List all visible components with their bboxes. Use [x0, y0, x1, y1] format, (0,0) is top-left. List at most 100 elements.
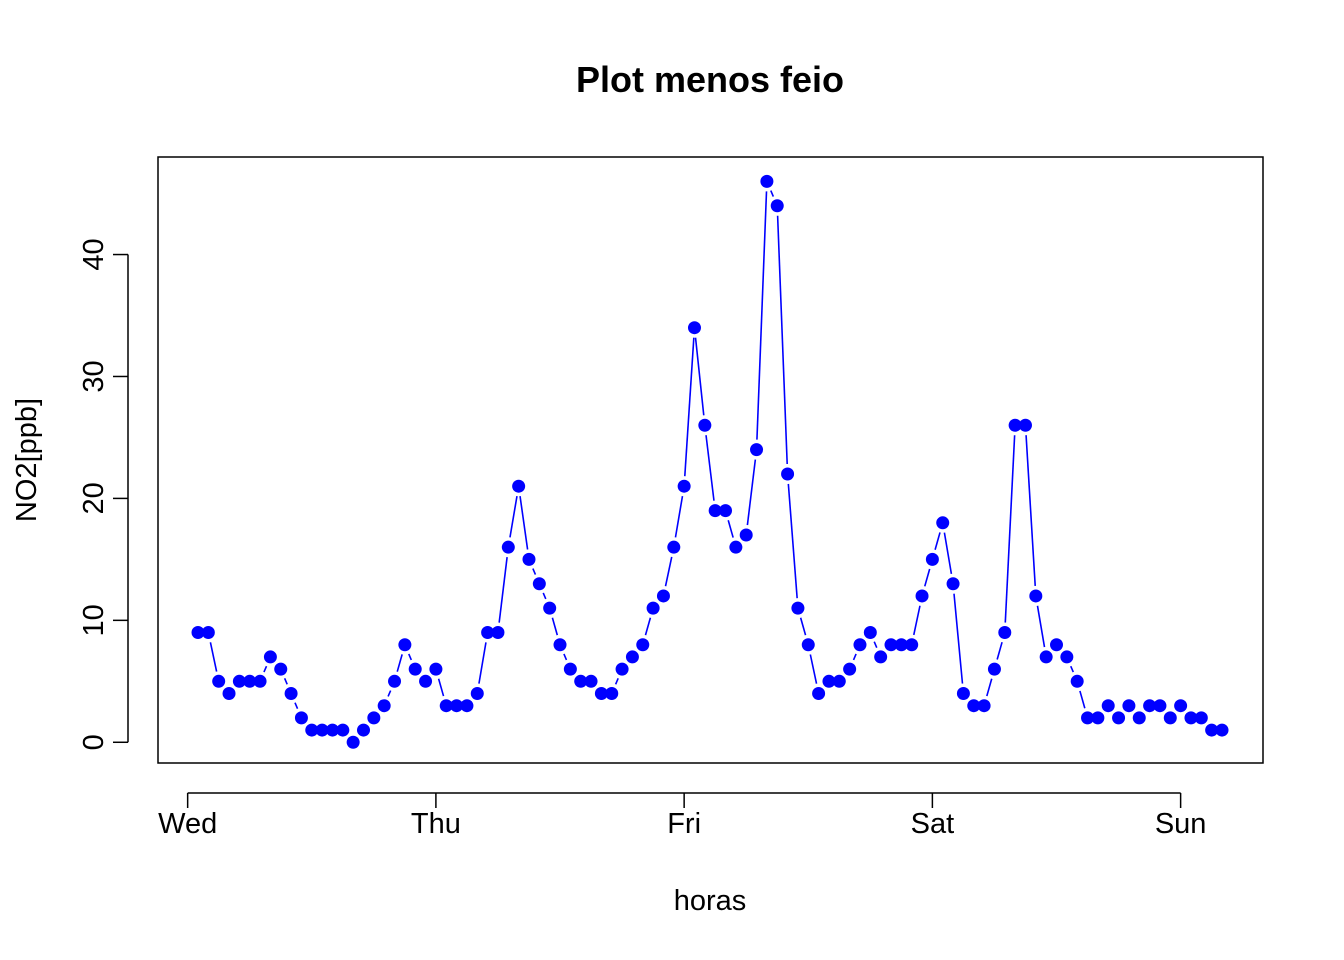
- data-point: [1194, 711, 1208, 725]
- data-point: [625, 650, 639, 664]
- data-point: [356, 723, 370, 737]
- data-point: [677, 479, 691, 493]
- data-point: [512, 479, 526, 493]
- data-point: [894, 638, 908, 652]
- series-line-segment: [953, 593, 964, 684]
- data-point: [563, 662, 577, 676]
- data-point: [1081, 711, 1095, 725]
- series-line-segment: [209, 642, 218, 672]
- x-tick-label: Wed: [158, 808, 217, 840]
- data-point: [656, 589, 670, 603]
- series-line-segment: [996, 641, 1003, 660]
- data-point: [1143, 699, 1157, 713]
- data-point: [1050, 638, 1064, 652]
- data-point: [315, 723, 329, 737]
- series-line-segment: [283, 678, 288, 685]
- data-point: [1060, 650, 1074, 664]
- data-point: [388, 674, 402, 688]
- y-axis: 0 10 20 30 40: [78, 238, 129, 750]
- data-point: [419, 674, 433, 688]
- data-point: [770, 199, 784, 213]
- data-point: [905, 638, 919, 652]
- x-axis-label: horas: [674, 885, 747, 917]
- data-point: [822, 674, 836, 688]
- data-point: [987, 662, 1001, 676]
- data-point: [874, 650, 888, 664]
- data-point: [739, 528, 753, 542]
- data-point: [232, 674, 246, 688]
- data-point: [439, 699, 453, 713]
- data-point: [1029, 589, 1043, 603]
- data-point: [336, 723, 350, 737]
- series-line-segment: [674, 495, 684, 538]
- data-point: [1018, 418, 1032, 432]
- data-point: [884, 638, 898, 652]
- data-point: [1153, 699, 1167, 713]
- data-point: [1184, 711, 1198, 725]
- series-line-segment: [1004, 435, 1016, 623]
- data-point: [667, 540, 681, 554]
- data-point: [346, 735, 360, 749]
- data-point: [481, 626, 495, 640]
- data-point: [708, 504, 722, 518]
- data-point: [1163, 711, 1177, 725]
- data-point: [367, 711, 381, 725]
- chart-title: Plot menos feio: [576, 59, 844, 100]
- series-line-segment: [943, 532, 953, 575]
- data-point: [450, 699, 464, 713]
- data-point: [543, 601, 557, 615]
- series-line-segment: [478, 642, 487, 684]
- data-point: [698, 418, 712, 432]
- series-line-segment: [873, 641, 878, 649]
- data-point: [222, 686, 236, 700]
- data-point: [915, 589, 929, 603]
- series-line-segment: [1036, 605, 1046, 648]
- series-line-segment: [614, 678, 619, 685]
- data-point: [522, 552, 536, 566]
- data-point: [719, 504, 733, 518]
- series-line-segment: [799, 617, 807, 636]
- data-point: [977, 699, 991, 713]
- series-line-segment: [727, 520, 734, 538]
- series-line-segment: [683, 337, 695, 477]
- series-line-segment: [408, 653, 413, 661]
- y-tick-label: 40: [78, 238, 110, 270]
- series-line-segment: [1070, 665, 1075, 673]
- series-line-segment: [664, 556, 673, 587]
- data-point: [863, 626, 877, 640]
- data-point: [201, 626, 215, 640]
- y-tick-label: 10: [78, 604, 110, 636]
- data-point: [750, 443, 764, 457]
- series-line-segment: [498, 557, 508, 623]
- series-line-segment: [776, 215, 788, 465]
- data-point: [1091, 711, 1105, 725]
- series-line-segment: [986, 678, 993, 697]
- data-point: [584, 674, 598, 688]
- series-line-segment: [644, 617, 652, 636]
- series-line-segment: [551, 617, 559, 636]
- data-point: [1122, 699, 1136, 713]
- data-point: [1132, 711, 1146, 725]
- series-line-segment: [437, 678, 445, 697]
- data-point: [574, 674, 588, 688]
- data-point: [801, 638, 815, 652]
- data-point: [460, 699, 474, 713]
- data-point: [687, 321, 701, 335]
- series-line-segment: [705, 435, 715, 501]
- data-point: [191, 626, 205, 640]
- data-point: [429, 662, 443, 676]
- series-line-group: [191, 174, 1229, 749]
- data-point: [1174, 699, 1188, 713]
- x-axis: Wed Thu Fri Sat Sun: [158, 792, 1206, 840]
- data-point: [998, 626, 1012, 640]
- x-tick-label: Thu: [411, 808, 461, 840]
- data-point: [1070, 674, 1084, 688]
- series-line-segment: [934, 532, 941, 550]
- data-point: [305, 723, 319, 737]
- data-point: [1039, 650, 1053, 664]
- series-line-segment: [387, 690, 392, 697]
- data-point: [812, 686, 826, 700]
- data-point: [636, 638, 650, 652]
- series-line-segment: [1079, 690, 1086, 709]
- data-point: [532, 577, 546, 591]
